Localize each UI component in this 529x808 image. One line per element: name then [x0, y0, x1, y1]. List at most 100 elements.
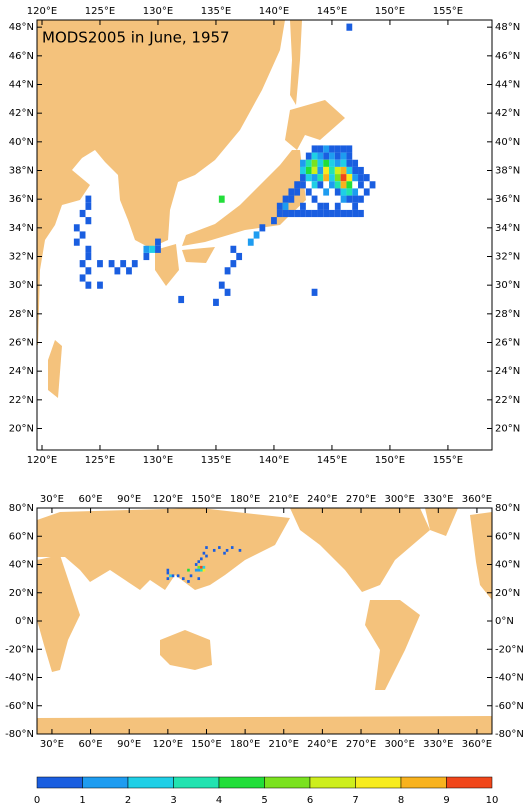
obs-cell [213, 298, 219, 306]
obs-cell [334, 188, 341, 196]
obs-cell [97, 260, 103, 268]
colorbar-label: 3 [170, 795, 176, 806]
obs-cell [282, 195, 289, 203]
obs-cell [202, 568, 206, 572]
obs-cell [352, 188, 359, 196]
obs-cell [329, 166, 335, 175]
obs-cell [202, 565, 206, 569]
obs-cell [79, 231, 86, 239]
lon-label-bottom: 125°E [85, 455, 115, 466]
obs-cell [305, 159, 312, 167]
colorbar-label: 1 [79, 795, 85, 806]
obs-cell [323, 159, 330, 167]
obs-cell [346, 209, 353, 218]
obs-cell [352, 159, 359, 167]
obs-cell [352, 195, 359, 203]
lat-label-right: -40°N [495, 673, 524, 684]
lat-label-right: 48°N [495, 22, 520, 33]
obs-cell [230, 245, 237, 253]
obs-cell [311, 166, 318, 175]
lon-label-top: 240°E [307, 494, 337, 505]
colorbar-segment [36, 776, 83, 789]
lat-label-left: 30°N [9, 280, 34, 291]
obs-cell [334, 202, 341, 210]
obs-cell [300, 181, 306, 189]
obs-cell [340, 174, 347, 182]
regional-land [37, 20, 492, 450]
regional-frame [36, 19, 493, 451]
obs-cell [340, 181, 347, 189]
obs-cell [334, 166, 341, 175]
obs-cell [323, 166, 330, 175]
obs-cell [317, 174, 324, 182]
obs-cell [317, 166, 324, 175]
obs-cell [238, 548, 242, 552]
obs-cell [340, 166, 347, 175]
obs-cell [223, 551, 226, 555]
obs-cell [311, 195, 318, 203]
lat-label-left: 40°N [9, 137, 34, 148]
obs-cell [323, 188, 330, 196]
obs-cell [329, 209, 335, 218]
obs-cell [352, 166, 359, 175]
obs-cell [176, 574, 180, 578]
obs-cell [340, 195, 347, 203]
obs-cell [346, 174, 353, 182]
obs-cell [311, 288, 318, 296]
obs-cell [294, 188, 301, 196]
obs-cell [363, 174, 370, 182]
lon-label-bottom: 135°E [201, 455, 231, 466]
colorbar-label: 2 [125, 795, 131, 806]
lat-label-right: 46°N [495, 51, 520, 62]
obs-cell [197, 565, 201, 569]
obs-cell [166, 577, 170, 581]
lat-label-right: 38°N [495, 166, 520, 177]
obs-cell [85, 281, 92, 289]
lat-label-left: 42°N [9, 108, 34, 119]
global-land [37, 508, 492, 734]
obs-cell [329, 152, 335, 160]
obs-cell [224, 267, 231, 275]
obs-cell [305, 152, 312, 160]
lat-label-right: 40°N [495, 137, 520, 148]
lat-label-left: 22°N [9, 395, 34, 406]
obs-cell [334, 159, 341, 167]
obs-cell [329, 145, 335, 153]
obs-cell [182, 577, 185, 581]
global-cells [166, 546, 242, 583]
obs-cell [334, 174, 341, 182]
obs-cell [358, 195, 364, 203]
lon-label-bottom: 30°E [40, 739, 64, 750]
obs-cell [346, 195, 353, 203]
obs-cell [358, 181, 364, 189]
lon-label-top: 145°E [317, 6, 347, 17]
lon-label-top: 155°E [433, 6, 463, 17]
obs-cell [317, 159, 324, 167]
lat-label-left: 48°N [9, 22, 34, 33]
obs-cell [197, 560, 201, 564]
lat-label-right: 22°N [495, 395, 520, 406]
lat-label-right: 34°N [495, 223, 520, 234]
lon-label-bottom: 155°E [433, 455, 463, 466]
obs-cell [187, 580, 190, 583]
obs-cell [149, 245, 156, 253]
obs-cell [282, 202, 289, 210]
obs-cell [276, 202, 283, 210]
obs-cell [311, 181, 318, 189]
obs-cell [97, 281, 103, 289]
obs-cell [85, 195, 92, 203]
obs-cell [329, 181, 335, 189]
obs-cell [131, 260, 138, 268]
lat-label-right: 24°N [495, 366, 520, 377]
lat-label-left: 60°N [9, 531, 34, 542]
lat-label-right: -20°N [495, 644, 524, 655]
obs-cell [120, 260, 127, 268]
obs-cell [300, 202, 306, 210]
obs-cell [169, 574, 172, 578]
obs-cell [271, 217, 277, 225]
obs-cell [197, 577, 201, 581]
obs-cell [205, 554, 208, 558]
lat-label-right: 0°N [495, 616, 514, 627]
lat-label-right: 42°N [495, 108, 520, 119]
